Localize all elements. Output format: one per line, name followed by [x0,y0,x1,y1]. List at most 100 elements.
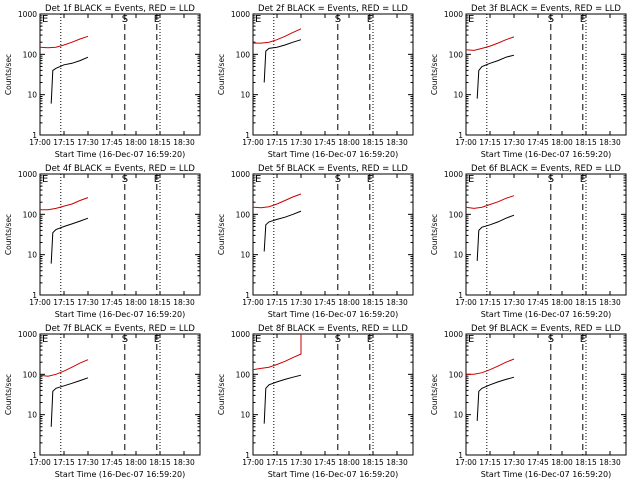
event-marker-label: S [335,14,341,25]
y-tick-label: 1 [458,291,463,300]
x-tick-label: 18:00 [551,138,573,147]
y-axis-label: Counts/sec [430,54,439,95]
x-tick-label: 17:45 [527,458,549,467]
detector-panel: Det 6f BLACK = Events, RED = LLD Counts/s… [426,160,639,320]
lld-series-line [252,193,302,209]
y-tick-label: 100 [236,370,251,379]
detector-chart: Det 4f BLACK = Events, RED = LLD Counts/s… [4,164,201,319]
detector-panel: Det 7f BLACK = Events, RED = LLD Counts/s… [0,320,213,480]
x-tick-label: 17:15 [266,298,288,307]
x-tick-label: 17:30 [77,458,99,467]
events-series-line [50,217,89,264]
x-tick-label: 17:30 [503,298,525,307]
x-tick-label: 18:15 [149,138,171,147]
event-marker-label: S [548,334,554,345]
x-tick-label: 17:30 [290,138,312,147]
x-tick-label: 18:15 [149,458,171,467]
x-tick-label: 18:00 [551,298,573,307]
lld-series-line [40,197,89,211]
x-tick-label: 18:15 [149,298,171,307]
x-axis-label: Start Time (16-Dec-07 16:59:20) [481,470,612,479]
y-tick-label: 1 [245,131,250,140]
y-tick-label: 100 [23,210,38,219]
x-tick-label: 17:15 [53,138,75,147]
y-axis-label: Counts/sec [430,214,439,255]
plot-frame [39,333,201,456]
event-marker-label: S [335,334,341,345]
chart-title: Det 2f BLACK = Events, RED = LLD [258,4,408,14]
y-tick-label: 100 [449,50,464,59]
y-tick-label: 100 [23,370,38,379]
y-tick-label: 1 [32,451,37,460]
x-tick-label: 17:00 [29,458,51,467]
event-marker-label: S [122,14,128,25]
x-tick-label: 18:30 [173,138,195,147]
x-tick-label: 17:15 [266,458,288,467]
x-axis-label: Start Time (16-Dec-07 16:59:20) [481,310,612,319]
y-tick-label: 1000 [18,170,37,179]
y-tick-label: 1 [458,451,463,460]
y-tick-label: 1000 [18,330,37,339]
y-tick-label: 1000 [444,330,463,339]
event-marker-label: E [255,14,261,25]
lld-series-line [253,28,302,44]
detector-chart: Det 1f BLACK = Events, RED = LLD Counts/s… [4,4,201,159]
events-series-line [50,377,89,427]
event-marker-label: E [255,174,261,185]
x-tick-label: 17:15 [479,458,501,467]
detector-chart: Det 3f BLACK = Events, RED = LLD Counts/s… [430,4,627,159]
x-tick-label: 17:15 [53,298,75,307]
x-tick-label: 18:15 [362,458,384,467]
plot-frame [252,173,414,296]
y-tick-label: 10 [27,251,37,260]
x-tick-label: 17:00 [455,138,477,147]
x-axis-label: Start Time (16-Dec-07 16:59:20) [55,310,186,319]
x-tick-label: 17:45 [101,298,123,307]
events-series-line [263,39,302,83]
detector-chart: Det 7f BLACK = Events, RED = LLD Counts/s… [4,324,201,479]
events-series-line [476,214,515,261]
x-axis-label: Start Time (16-Dec-07 16:59:20) [268,310,399,319]
detector-panel: Det 4f BLACK = Events, RED = LLD Counts/s… [0,160,213,320]
y-tick-label: 1000 [231,330,250,339]
x-tick-label: 18:30 [386,458,408,467]
detector-chart: Det 8f BLACK = Events, RED = LLD Counts/s… [217,324,414,479]
x-tick-label: 17:30 [290,298,312,307]
event-marker-label: S [335,174,341,185]
chart-title: Det 3f BLACK = Events, RED = LLD [471,4,621,14]
event-marker-label: E [367,334,373,345]
event-marker-label: E [580,334,586,345]
x-axis-label: Start Time (16-Dec-07 16:59:20) [55,150,186,159]
y-tick-label: 10 [453,411,463,420]
x-tick-label: 18:00 [125,298,147,307]
y-axis-label: Counts/sec [217,214,226,255]
detector-panel: Det 9f BLACK = Events, RED = LLD Counts/s… [426,320,639,480]
y-axis-label: Counts/sec [217,374,226,415]
x-tick-label: 17:15 [479,138,501,147]
event-marker-label: E [367,14,373,25]
y-axis-label: Counts/sec [4,54,13,95]
x-tick-label: 17:30 [503,138,525,147]
detector-panel: Det 8f BLACK = Events, RED = LLD Counts/s… [213,320,426,480]
x-tick-label: 18:00 [338,458,360,467]
x-tick-label: 17:00 [242,138,264,147]
x-tick-label: 17:00 [455,458,477,467]
x-tick-label: 18:15 [575,458,597,467]
y-tick-label: 100 [449,210,464,219]
y-tick-label: 10 [27,411,37,420]
chart-title: Det 7f BLACK = Events, RED = LLD [45,324,195,334]
detector-chart: Det 2f BLACK = Events, RED = LLD Counts/s… [217,4,414,159]
event-marker-label: E [468,334,474,345]
x-tick-label: 17:45 [101,138,123,147]
x-tick-label: 18:00 [338,298,360,307]
events-series-line [263,374,302,424]
event-marker-label: E [580,14,586,25]
x-tick-label: 17:30 [290,458,312,467]
x-tick-label: 18:00 [125,138,147,147]
lld-series-line [39,35,89,49]
y-tick-label: 10 [453,251,463,260]
x-tick-label: 17:15 [266,138,288,147]
plot-frame [465,13,627,136]
event-marker-label: E [42,334,48,345]
